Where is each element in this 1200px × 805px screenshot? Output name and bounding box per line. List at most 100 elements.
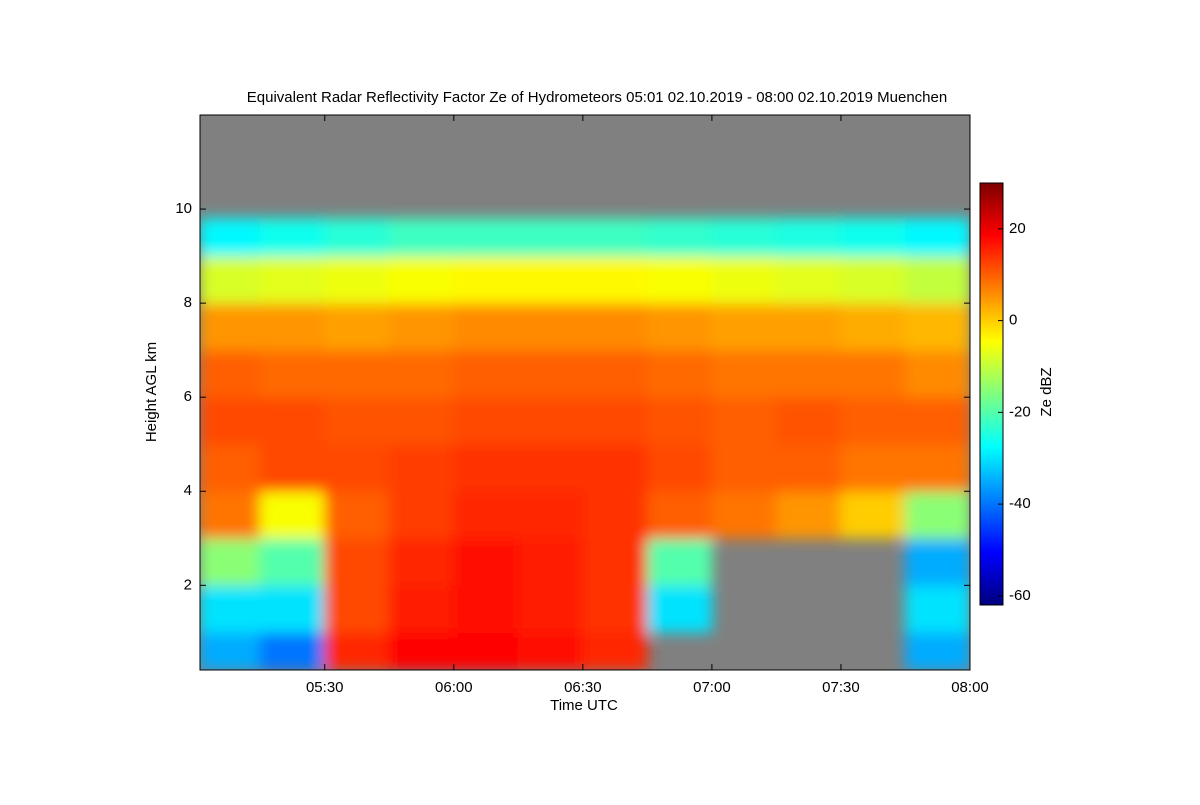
heatmap-cell <box>200 217 261 257</box>
heatmap-cell <box>453 349 519 398</box>
y-tick-label: 4 <box>184 482 192 499</box>
heatmap-cell <box>582 217 648 257</box>
heatmap-cell <box>388 443 455 492</box>
heatmap-cell <box>388 217 455 257</box>
colorbar-label: Ze dBZ <box>1038 367 1055 416</box>
y-tick-label: 8 <box>184 294 192 311</box>
heatmap-cell <box>904 490 970 539</box>
heatmap-cell <box>582 443 648 492</box>
heatmap-cell <box>324 537 390 586</box>
heatmap-clip <box>200 217 970 670</box>
heatmap-cell <box>775 217 842 257</box>
heatmap-cell <box>904 255 970 304</box>
heatmap-cell <box>324 396 390 445</box>
heatmap-cell <box>840 349 906 398</box>
heatmap-cell <box>453 396 519 445</box>
heatmap-cell <box>646 537 713 586</box>
heatmap-cell <box>904 217 970 257</box>
heatmap-cell <box>646 443 713 492</box>
colorbar <box>979 182 1004 606</box>
colorbar-tick-label: 20 <box>1009 220 1026 237</box>
heatmap-cell <box>388 302 455 351</box>
x-tick-label: 05:30 <box>306 679 344 696</box>
heatmap-cell <box>453 255 519 304</box>
heatmap-cell <box>840 217 906 257</box>
heatmap-cell <box>517 584 584 633</box>
heatmap-cell <box>904 631 970 670</box>
heatmap <box>200 217 970 670</box>
chart-title: Equivalent Radar Reflectivity Factor Ze … <box>247 89 947 106</box>
heatmap-cell <box>775 349 842 398</box>
heatmap-cell <box>840 396 906 445</box>
heatmap-cell <box>582 584 648 633</box>
heatmap-cell <box>517 396 584 445</box>
heatmap-cell <box>711 490 777 539</box>
heatmap-cell <box>775 302 842 351</box>
heatmap-cell <box>324 349 390 398</box>
heatmap-cell <box>646 396 713 445</box>
heatmap-cell <box>711 443 777 492</box>
heatmap-cell <box>388 584 455 633</box>
heatmap-cell <box>388 631 455 670</box>
heatmap-cell <box>517 631 584 670</box>
heatmap-cell <box>324 631 390 670</box>
heatmap-cell <box>259 255 326 304</box>
heatmap-cell <box>582 490 648 539</box>
heatmap-cell <box>517 537 584 586</box>
heatmap-cell <box>582 255 648 304</box>
x-tick-label: 07:30 <box>822 679 860 696</box>
heatmap-cell <box>453 490 519 539</box>
heatmap-cell <box>904 349 970 398</box>
x-axis-label: Time UTC <box>550 697 618 714</box>
heatmap-cell <box>904 443 970 492</box>
heatmap-cell <box>582 537 648 586</box>
heatmap-cell <box>582 396 648 445</box>
heatmap-cell <box>517 490 584 539</box>
heatmap-cell <box>711 349 777 398</box>
heatmap-cell <box>200 631 261 670</box>
heatmap-cell <box>200 490 261 539</box>
heatmap-cell <box>453 217 519 257</box>
heatmap-cell <box>840 302 906 351</box>
heatmap-cell <box>904 584 970 633</box>
heatmap-cell <box>775 490 842 539</box>
heatmap-cell <box>200 537 261 586</box>
heatmap-cell <box>904 537 970 586</box>
colorbar-tick-label: -20 <box>1009 403 1031 420</box>
heatmap-cell <box>259 490 326 539</box>
heatmap-cell <box>646 584 713 633</box>
heatmap-cell <box>388 255 455 304</box>
heatmap-cell <box>324 302 390 351</box>
heatmap-cell <box>840 443 906 492</box>
x-tick-label: 07:00 <box>693 679 731 696</box>
y-tick-label: 10 <box>175 200 192 217</box>
heatmap-cell <box>904 302 970 351</box>
heatmap-cell <box>840 255 906 304</box>
heatmap-cell <box>646 302 713 351</box>
heatmap-cell <box>775 443 842 492</box>
y-axis-label: Height AGL km <box>143 342 160 442</box>
heatmap-cell <box>453 537 519 586</box>
heatmap-cell <box>388 349 455 398</box>
heatmap-cell <box>711 396 777 445</box>
heatmap-cell <box>259 217 326 257</box>
heatmap-cell <box>453 302 519 351</box>
heatmap-cell <box>517 443 584 492</box>
heatmap-cell <box>200 584 261 633</box>
heatmap-cell <box>259 631 326 670</box>
heatmap-cell <box>646 490 713 539</box>
colorbar-tick-label: 0 <box>1009 312 1017 329</box>
heatmap-cell <box>324 490 390 539</box>
heatmap-cell <box>324 217 390 257</box>
heatmap-cell <box>324 443 390 492</box>
heatmap-cell <box>388 490 455 539</box>
heatmap-cell <box>388 537 455 586</box>
colorbar-tick-label: -60 <box>1009 587 1031 604</box>
heatmap-cell <box>582 631 648 670</box>
heatmap-cell <box>324 584 390 633</box>
y-tick-label: 6 <box>184 388 192 405</box>
x-tick-label: 08:00 <box>951 679 989 696</box>
y-tick-label: 2 <box>184 576 192 593</box>
